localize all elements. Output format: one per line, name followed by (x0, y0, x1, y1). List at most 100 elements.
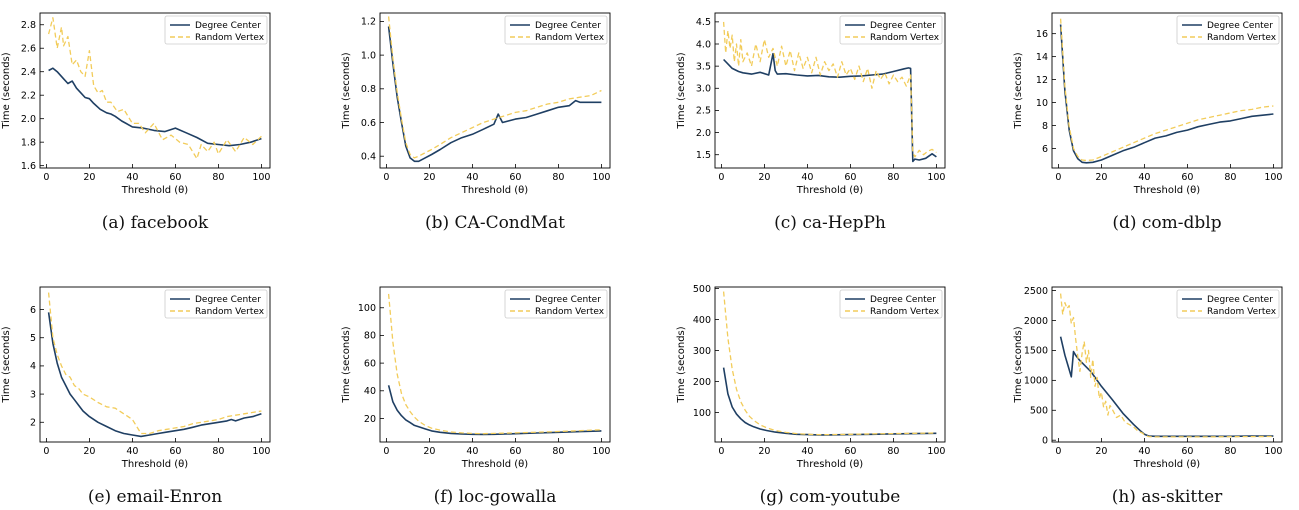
degree-center-line (1059, 24, 1274, 164)
x-axis-label: Threshold (θ) (1133, 185, 1200, 196)
y-axis-label: Time (seconds) (1013, 326, 1024, 403)
legend-box (504, 289, 608, 319)
x-axis-label: Threshold (θ) (796, 185, 863, 196)
subplot-2: 0 20 40 60 80 100 0.4 0.6 0.8 1.0 1.2 Threshold (θ)… (341, 12, 610, 233)
subplot-7: 0 20 40 60 80 100 100 200 300 400 500 Threshold (θ)… (676, 284, 945, 507)
random-vertex-line (722, 291, 937, 436)
y-tick-label: 200 (693, 377, 711, 388)
plot-frame (714, 286, 946, 443)
subplot-caption: (d) com-dblp (1112, 213, 1221, 233)
y-tick-label: 0.4 (361, 152, 376, 163)
legend-label: Random Vertex (535, 307, 605, 317)
x-tick-label: 80 (1224, 446, 1236, 457)
x-tick-label: 60 (844, 446, 856, 457)
x-tick-label: 0 (43, 172, 49, 183)
x-tick-label: 80 (212, 172, 224, 183)
y-tick-label: 1.8 (21, 137, 36, 148)
x-tick-label: 100 (592, 446, 610, 457)
y-tick-label: 400 (693, 315, 711, 326)
x-tick-label: 100 (592, 172, 610, 183)
degree-center-line (47, 312, 262, 438)
legend-label: Random Vertex (195, 33, 265, 43)
x-tick-label: 40 (126, 172, 138, 183)
x-tick-label: 60 (509, 172, 521, 183)
x-tick-label: 20 (1095, 446, 1107, 457)
subplot-3: 0 20 40 60 80 100 1.5 2.0 2.5 3.0 3.5 4.0 4.5 Thresho… (676, 12, 946, 233)
x-axis-label: Threshold (θ) (121, 459, 188, 470)
x-tick-label: 20 (758, 172, 770, 183)
legend-label: Degree Center (535, 21, 601, 31)
legend-label: Random Vertex (535, 33, 605, 43)
x-tick-label: 60 (1181, 446, 1193, 457)
x-tick-label: 100 (1264, 446, 1282, 457)
y-tick-label: 100 (693, 408, 711, 419)
x-tick-label: 20 (83, 446, 95, 457)
y-axis-label: Time (seconds) (341, 52, 352, 129)
y-tick-label: 40 (364, 386, 376, 397)
y-tick-label: 3.5 (696, 61, 711, 72)
y-tick-label: 1000 (1024, 376, 1048, 387)
y-axis-label: Time (seconds) (341, 326, 352, 403)
y-tick-label: 1.5 (696, 150, 711, 161)
y-axis-label: Time (seconds) (676, 52, 687, 129)
x-tick-label: 40 (126, 446, 138, 457)
y-tick-label: 14 (1036, 52, 1048, 63)
y-tick-label: 500 (693, 284, 711, 295)
y-axis-label: Time (seconds) (1, 326, 12, 403)
legend-box (1176, 15, 1280, 45)
plot-frame (714, 12, 946, 169)
x-tick-label: 0 (383, 172, 389, 183)
degree-center-line (723, 52, 937, 163)
x-axis-label: Threshold (θ) (461, 459, 528, 470)
y-tick-label: 60 (364, 358, 376, 369)
y-tick-label: 2 (30, 418, 36, 429)
x-axis-label: Threshold (θ) (1133, 459, 1200, 470)
x-tick-label: 0 (1055, 446, 1061, 457)
y-tick-label: 1500 (1024, 346, 1048, 357)
x-tick-label: 60 (169, 446, 181, 457)
y-axis-label: Time (seconds) (1, 52, 12, 129)
random-vertex-line (47, 292, 262, 435)
x-tick-label: 0 (1055, 172, 1061, 183)
x-tick-label: 40 (801, 172, 813, 183)
legend-box (1176, 289, 1280, 319)
y-tick-label: 2.4 (21, 67, 36, 78)
y-tick-label: 4.5 (696, 17, 711, 28)
subplot-8: 0 20 40 60 80 10005001000150020002500Threshol… (1013, 286, 1282, 507)
x-tick-label: 80 (887, 446, 899, 457)
y-tick-label: 2.0 (21, 114, 36, 125)
random-vertex-line (387, 293, 602, 435)
x-axis-label: Threshold (θ) (461, 185, 528, 196)
legend-label: Degree Center (535, 295, 601, 305)
y-tick-label: 6 (30, 305, 36, 316)
legend-label: Degree Center (1207, 21, 1273, 31)
y-tick-label: 2.0 (696, 128, 711, 139)
plot-frame (1051, 286, 1283, 443)
subplot-4: 0 20 40 60 80 100 6 8 10 12 14 16 Threshold (θ) Time … (1013, 12, 1282, 233)
y-tick-label: 2500 (1024, 286, 1048, 297)
legend-label: Degree Center (870, 295, 936, 305)
y-tick-label: 1.6 (21, 161, 36, 172)
degree-center-line (387, 385, 602, 436)
y-tick-label: 20 (364, 414, 376, 425)
y-tick-label: 300 (693, 346, 711, 357)
x-tick-label: 40 (1138, 172, 1150, 183)
x-tick-label: 80 (212, 446, 224, 457)
y-tick-label: 0.8 (361, 84, 376, 95)
x-tick-label: 20 (423, 446, 435, 457)
x-tick-label: 20 (83, 172, 95, 183)
y-tick-label: 10 (1036, 98, 1048, 109)
x-tick-label: 0 (43, 446, 49, 457)
y-tick-label: 1.2 (361, 17, 376, 28)
y-tick-label: 2.6 (21, 44, 36, 55)
y-tick-label: 80 (364, 331, 376, 342)
y-tick-label: 12 (1036, 75, 1048, 86)
plot-frame (379, 286, 611, 443)
x-tick-label: 80 (1224, 172, 1236, 183)
y-tick-label: 3.0 (696, 84, 711, 95)
y-axis-label: Time (seconds) (1013, 52, 1024, 129)
legend-label: Degree Center (870, 21, 936, 31)
random-vertex-line (387, 16, 602, 159)
legend-label: Random Vertex (870, 307, 940, 317)
x-tick-label: 40 (466, 172, 478, 183)
